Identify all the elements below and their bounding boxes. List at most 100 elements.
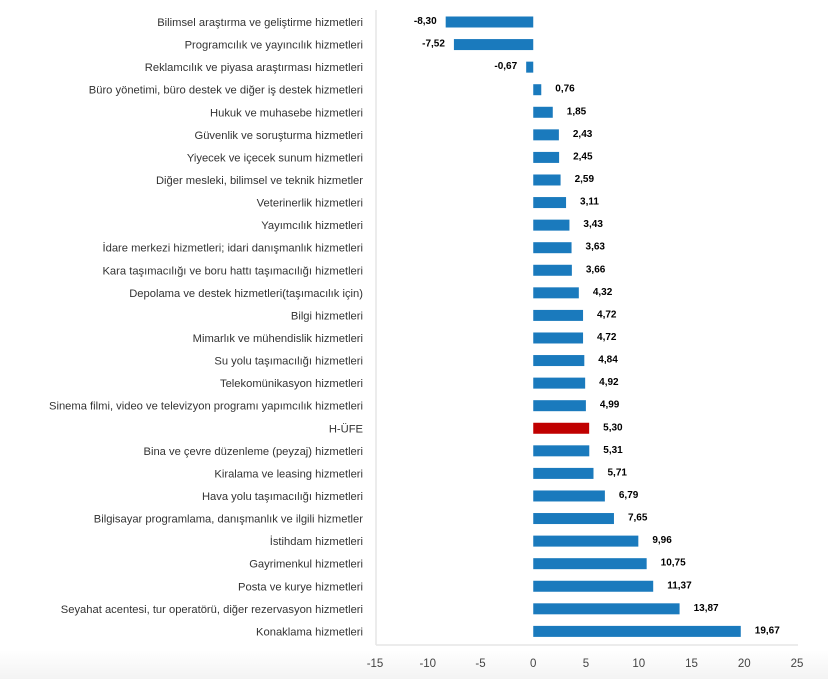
category-label: Bilgi hizmetleri — [291, 310, 363, 322]
bar — [533, 625, 741, 637]
category-label: Mimarlık ve mühendislik hizmetleri — [193, 333, 363, 345]
x-tick-label: 0 — [530, 658, 536, 670]
value-label: 3,66 — [586, 264, 606, 275]
bar — [533, 445, 590, 457]
bar — [533, 219, 570, 231]
x-tick-label: -15 — [367, 658, 384, 670]
category-label: Depolama ve destek hizmetleri(taşımacılı… — [129, 288, 363, 300]
value-label: 3,43 — [583, 219, 603, 230]
value-label: 7,65 — [628, 513, 648, 524]
bar — [533, 535, 639, 547]
category-label: Bilimsel araştırma ve geliştirme hizmetl… — [157, 17, 363, 29]
category-label: Konaklama hizmetleri — [256, 626, 363, 638]
value-labels: -8,30 -7,52 -0,67 0,76 1,85 2,43 2,45 2,59 3,11 3… — [414, 16, 780, 636]
category-label: Programcılık ve yayıncılık hizmetleri — [185, 40, 363, 52]
bar — [445, 16, 534, 28]
category-label: Hukuk ve muhasebe hizmetleri — [210, 107, 363, 119]
category-label: Yiyecek ve içecek sunum hizmetleri — [187, 152, 363, 164]
x-tick-label: -5 — [475, 658, 485, 670]
bar — [526, 61, 534, 73]
value-label: 4,72 — [597, 332, 617, 343]
category-label: H-ÜFE — [329, 423, 363, 435]
category-label: Büro yönetimi, büro destek ve diğer iş d… — [89, 85, 363, 97]
x-tick-label: 25 — [791, 658, 804, 670]
bar — [533, 332, 584, 344]
bar — [533, 490, 605, 502]
category-label: Güvenlik ve soruşturma hizmetleri — [195, 130, 364, 142]
category-label: Kiralama ve leasing hizmetleri — [214, 468, 363, 480]
bar — [533, 467, 594, 479]
category-label: Yayımcılık hizmetleri — [261, 220, 363, 232]
plot-frame — [375, 10, 798, 646]
category-label: Hava yolu taşımacılığı hizmetleri — [202, 491, 363, 503]
value-label: 5,30 — [603, 422, 623, 433]
category-label: Bilgisayar programlama, danışmanlık ve i… — [94, 514, 363, 526]
bar — [533, 355, 585, 367]
bar — [533, 400, 586, 412]
x-tick-label: 10 — [632, 658, 645, 670]
value-label: 19,67 — [755, 625, 780, 636]
bar — [533, 264, 572, 276]
value-label: 13,87 — [694, 603, 719, 614]
category-label: Gayrimenkul hizmetleri — [249, 559, 363, 571]
value-label: 10,75 — [661, 558, 686, 569]
category-label: Diğer mesleki, bilimsel ve teknik hizmet… — [156, 175, 363, 187]
value-label: 4,92 — [599, 377, 619, 388]
category-label: Telekomünikasyon hizmetleri — [220, 378, 363, 390]
bar-highlight — [533, 422, 590, 434]
value-label: 5,71 — [607, 467, 627, 478]
value-label: 2,45 — [573, 151, 593, 162]
value-label: 4,72 — [597, 309, 617, 320]
bar — [533, 129, 559, 141]
value-label: -8,30 — [414, 16, 437, 27]
bar — [453, 39, 534, 51]
category-label: Bina ve çevre düzenleme (peyzaj) hizmetl… — [144, 446, 364, 458]
category-label: Kara taşımacılığı ve boru hattı taşımacı… — [102, 265, 363, 277]
bar — [533, 106, 553, 118]
bar — [533, 580, 654, 592]
value-label: 3,11 — [580, 197, 599, 208]
value-label: 11,37 — [667, 580, 692, 591]
x-tick-label: 15 — [685, 658, 698, 670]
bar — [533, 242, 572, 254]
bar — [533, 151, 560, 163]
category-label: Seyahat acentesi, tur operatörü, diğer r… — [61, 604, 363, 616]
bar — [533, 174, 561, 186]
x-tick-label: 20 — [738, 658, 751, 670]
category-label: İstihdam hizmetleri — [270, 535, 363, 548]
value-label: 0,76 — [555, 84, 575, 95]
value-label: -0,67 — [494, 61, 517, 72]
category-label: Reklamcılık ve piyasa araştırması hizmet… — [145, 62, 363, 74]
value-label: 2,59 — [575, 174, 595, 185]
value-label: 1,85 — [567, 106, 587, 117]
bar — [533, 309, 584, 321]
category-label: İdare merkezi hizmetleri; idari danışman… — [102, 242, 363, 255]
x-tick-labels: -15 -10 -5 0 5 10 15 20 25 — [367, 658, 804, 670]
category-label: Posta ve kurye hizmetleri — [238, 581, 363, 593]
value-label: -7,52 — [422, 39, 445, 50]
category-labels: Bilimsel araştırma ve geliştirme hizmetl… — [49, 17, 363, 638]
value-label: 6,79 — [619, 490, 639, 501]
value-label: 2,43 — [573, 129, 593, 140]
value-label: 4,84 — [598, 355, 618, 366]
bars — [445, 16, 741, 637]
value-label: 9,96 — [652, 535, 672, 546]
bar — [533, 287, 579, 299]
value-label: 4,99 — [600, 400, 620, 411]
bar — [533, 84, 542, 96]
category-label: Veterinerlik hizmetleri — [257, 198, 363, 210]
x-tick-label: 5 — [583, 658, 589, 670]
value-label: 5,31 — [603, 445, 623, 456]
bar — [533, 513, 614, 525]
bar — [533, 603, 680, 615]
category-label: Su yolu taşımacılığı hizmetleri — [214, 356, 363, 368]
bottom-shade — [0, 650, 828, 679]
category-label: Sinema filmi, video ve televizyon progra… — [49, 401, 363, 413]
bar — [533, 377, 586, 389]
value-label: 3,63 — [586, 242, 606, 253]
bar — [533, 558, 647, 570]
value-label: 4,32 — [593, 287, 613, 298]
bar — [533, 197, 567, 209]
x-tick-label: -10 — [419, 658, 436, 670]
